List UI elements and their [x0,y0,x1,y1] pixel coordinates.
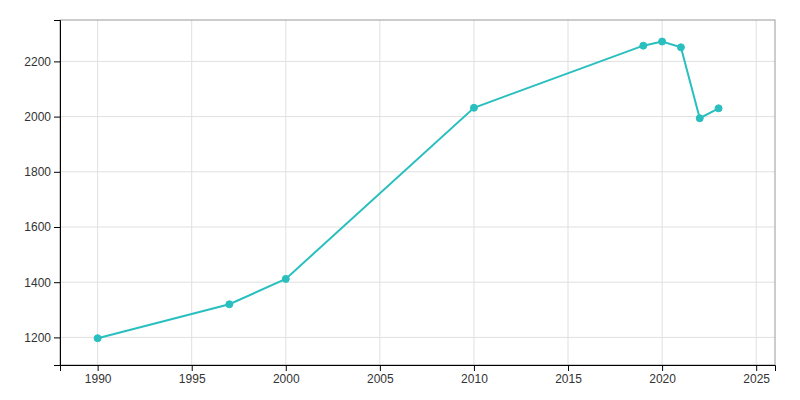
x-tick-label: 2015 [555,372,582,386]
x-grid-line [568,20,569,365]
x-tick-label: 1990 [85,372,112,386]
y-tick: 1800 [24,165,60,179]
y-tick: 1200 [24,331,60,345]
x-tick: 2000 [273,365,300,386]
y-tick-mark [54,282,60,283]
x-tick-mark [474,365,475,371]
y-tick: 1400 [24,276,60,290]
x-tick-label: 2020 [649,372,676,386]
plot-frame [60,20,775,365]
x-axis: 1990 1995 2000 2005 2010 2015 2020 2025 [61,365,776,386]
y-tick-mark [54,172,60,173]
y-tick-label: 2000 [24,110,51,124]
y-axis: 1200 1400 1600 1800 2000 2200 [24,21,60,366]
y-tick-label: 1200 [24,331,51,345]
y-tick: 2000 [24,110,60,124]
data-point [696,115,703,122]
x-tick-label: 1995 [179,372,206,386]
x-tick-label: 2025 [743,372,770,386]
x-grid-line [756,20,757,365]
y-tick-label: 1600 [24,220,51,234]
y-tick-mark [54,117,60,118]
data-point [659,38,666,45]
x-tick-mark [568,365,569,371]
y-tick-mark [54,337,60,338]
x-tick-mark [192,365,193,371]
x-tick-mark [756,365,757,371]
x-tick: 2015 [555,365,582,386]
y-tick-label: 2200 [24,55,51,69]
x-tick-label: 2005 [367,372,394,386]
x-tick-mark [98,365,99,371]
data-point [470,104,477,111]
x-tick-mark [286,365,287,371]
y-tick-mark [54,61,60,62]
x-tick-label: 2000 [273,372,300,386]
x-tick-mark [662,365,663,371]
y-tick: 2200 [24,55,60,69]
data-point [282,275,289,282]
x-grid-line [285,20,286,365]
y-grid-line [60,227,775,228]
x-tick: 1990 [85,365,112,386]
x-grid-line [473,20,474,365]
y-tick-label: 1400 [24,276,51,290]
x-tick: 2025 [743,365,770,386]
x-tick: 2020 [649,365,676,386]
y-grid-line [60,171,775,172]
x-grid-line [662,20,663,365]
y-axis-line [54,21,61,366]
y-tick: 1600 [24,220,60,234]
x-tick: 1995 [179,365,206,386]
data-point [640,42,647,49]
data-marks [94,38,722,342]
chart-svg: 1990 1995 2000 2005 2010 2015 2020 2025 1200 1400… [0,0,800,400]
x-axis-line [61,366,776,372]
data-line [98,42,719,339]
x-tick-mark [380,365,381,371]
grid [60,20,775,365]
y-grid-line [60,337,775,338]
x-tick-label: 2010 [461,372,488,386]
data-point [677,44,684,51]
y-grid-line [60,116,775,117]
x-tick: 2010 [461,365,488,386]
data-point [715,105,722,112]
y-grid-line [60,61,775,62]
chart-container: 1990 1995 2000 2005 2010 2015 2020 2025 1200 1400… [0,0,800,400]
x-grid-line [97,20,98,365]
x-tick: 2005 [367,365,394,386]
y-tick-mark [54,227,60,228]
y-tick-label: 1800 [24,165,51,179]
plot-area: 1990 1995 2000 2005 2010 2015 2020 2025 1200 1400… [24,20,775,386]
y-grid-line [60,282,775,283]
data-point [226,301,233,308]
data-point [94,335,101,342]
